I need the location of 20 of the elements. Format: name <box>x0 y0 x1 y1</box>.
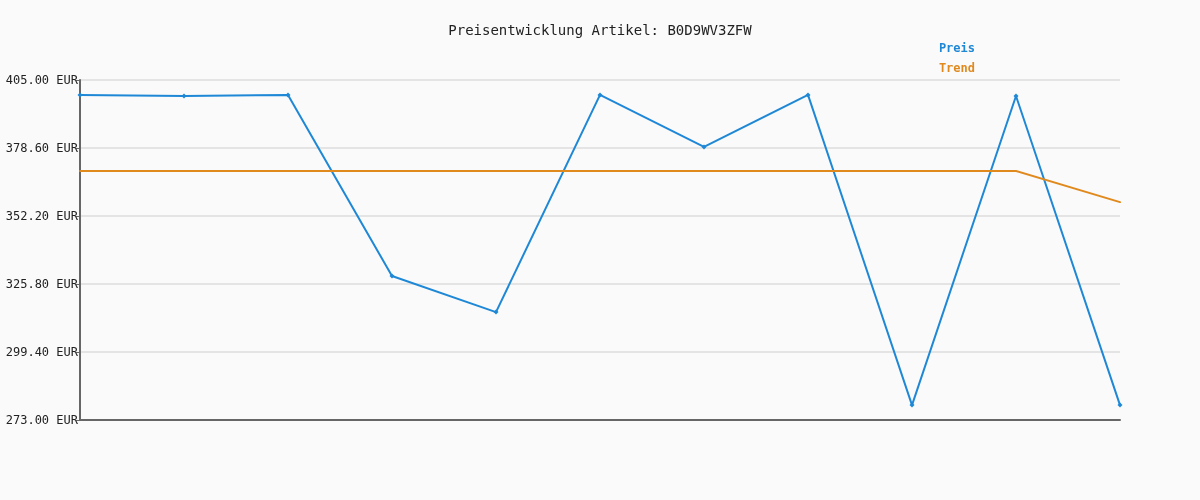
point <box>805 92 811 98</box>
point <box>1013 93 1019 99</box>
y-tick-label: 273.00 EUR <box>5 413 79 427</box>
y-tick-label: 405.00 EUR <box>5 73 79 87</box>
point <box>285 92 291 98</box>
y-tick-label: 378.60 EUR <box>5 141 79 155</box>
chart-title: Preisentwicklung Artikel: B0D9WV3ZFW <box>448 22 753 38</box>
point <box>1117 402 1123 408</box>
y-tick-label: 352.20 EUR <box>5 209 79 223</box>
point <box>493 309 499 315</box>
point <box>909 402 915 408</box>
text: Preis <box>938 41 975 55</box>
point <box>77 92 83 98</box>
text: Trend <box>938 61 975 75</box>
point <box>181 93 187 99</box>
point <box>701 144 707 150</box>
point <box>389 273 395 279</box>
y-tick-label: 299.40 EUR <box>5 345 79 359</box>
point <box>597 92 603 98</box>
y-tick-label: 325.80 EUR <box>5 277 79 291</box>
